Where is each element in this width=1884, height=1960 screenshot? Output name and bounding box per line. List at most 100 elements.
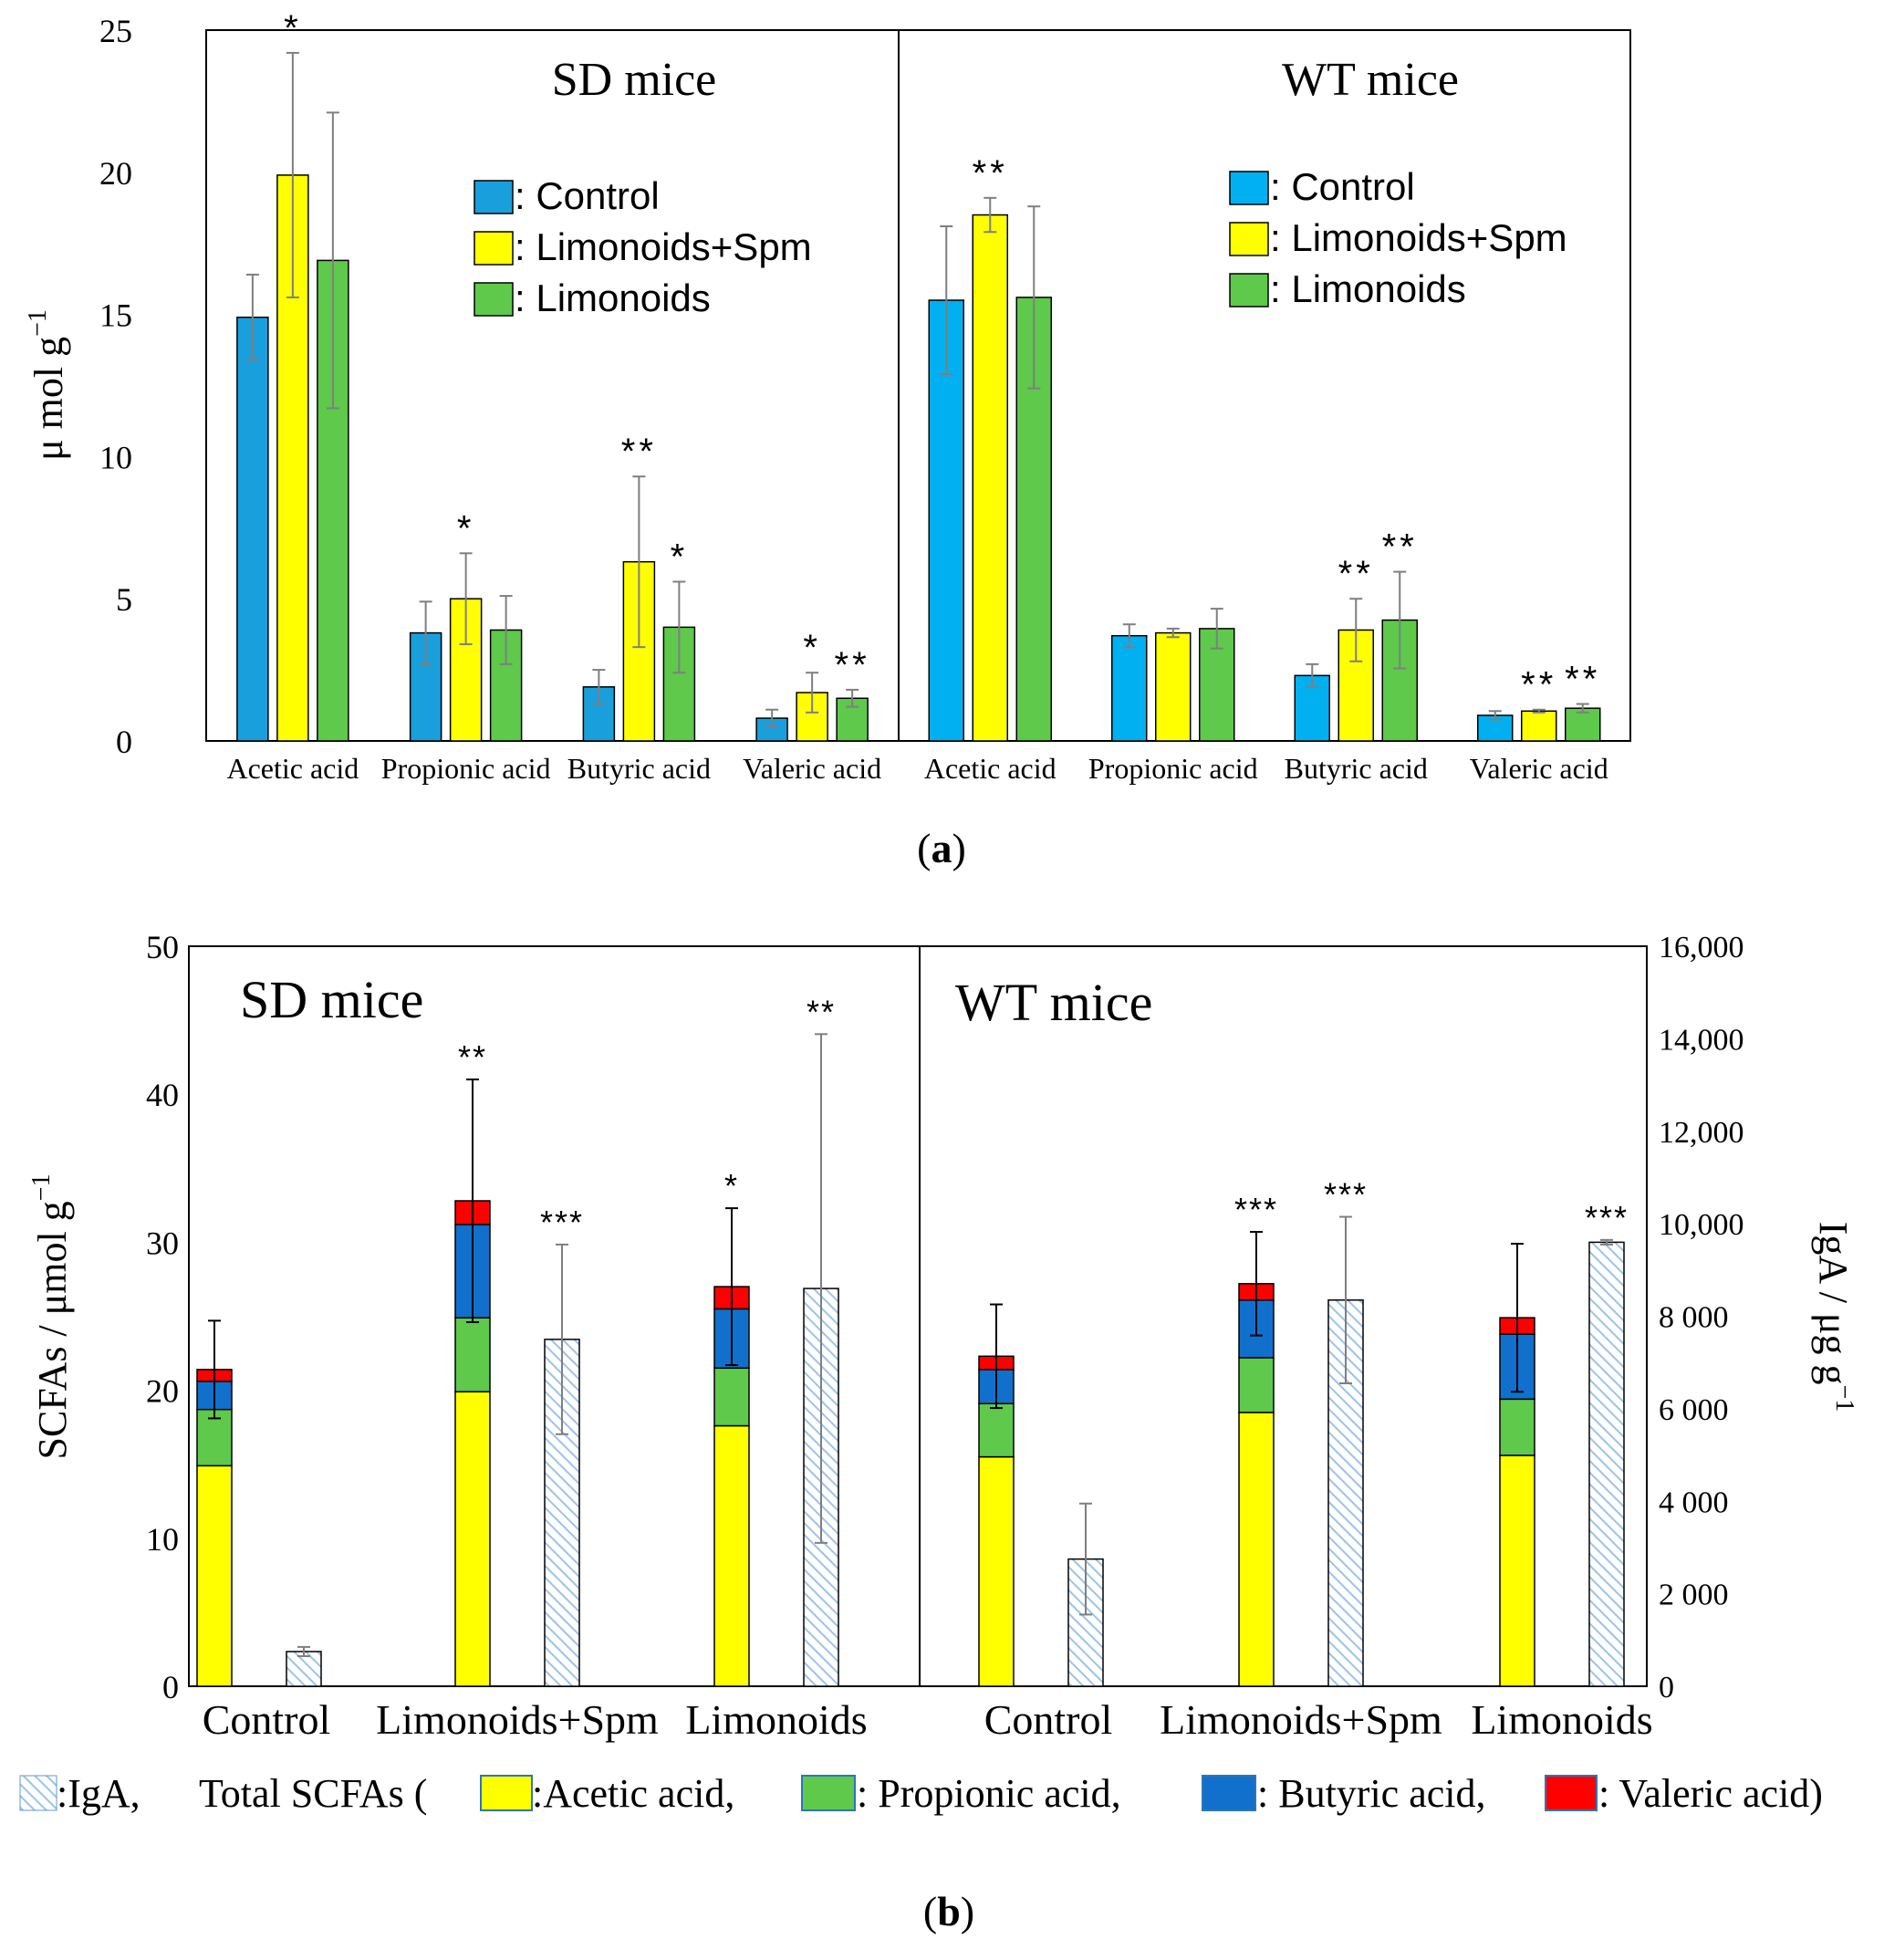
chart-a-category-label-sd: Butyric acid <box>567 752 711 785</box>
chart-b-stack-segment-propionic-wt <box>978 1402 1015 1458</box>
chart-a-significance-label: * <box>803 628 821 668</box>
chart-a-legend-swatch <box>1229 222 1269 256</box>
chart-b-category-label-sd: Limonoids+Spm <box>376 1696 659 1743</box>
chart-b-scfa-error-bar <box>1250 1231 1263 1337</box>
chart-a-legend-sd: : Control: Limonoids+Spm: Limonoids <box>474 174 812 319</box>
chart-a-y-tick-label: 10 <box>99 439 132 475</box>
svg-text:SCFAs / μmol g−1: SCFAs / μmol g−1 <box>27 1174 75 1460</box>
chart-a: SD mice WT mice μ mol g−1 0 5 10 15 20 25 Ace… <box>24 8 1631 871</box>
chart-a-legend-swatch <box>474 231 514 266</box>
chart-b-iga-error-bar <box>556 1243 568 1435</box>
chart-b-stack-segment-propionic-sd <box>713 1367 750 1427</box>
chart-b-scfa-error-bar <box>466 1078 479 1323</box>
chart-b-iga-error-bar <box>1600 1238 1613 1246</box>
chart-a-error-bar <box>765 708 779 728</box>
chart-b-y2-axis-label-exponent: −1 <box>1830 1385 1858 1413</box>
chart-a-y-tick-label: 25 <box>99 13 132 49</box>
chart-a-significance-label: ** <box>1382 527 1418 568</box>
chart-b-y2-tick-label: 14,000 <box>1659 1023 1744 1057</box>
chart-a-error-bar <box>1306 662 1319 688</box>
chart-b-iga-significance-label: *** <box>540 1204 584 1241</box>
chart-b-stack-segment-acetic-wt <box>1238 1412 1275 1687</box>
chart-b-y-tick-label: 0 <box>162 1669 179 1705</box>
chart-b-y-axis-label-exponent: −1 <box>27 1174 56 1202</box>
chart-a-error-bar <box>499 595 513 665</box>
chart-b: SD mice WT mice SCFAs / μmol g−1 IgA / μ… <box>19 929 1858 1934</box>
chart-a-legend-label: : Limonoids+Spm <box>1270 216 1567 259</box>
chart-a-error-bar <box>286 51 299 298</box>
chart-b-category-label-sd: Control <box>203 1696 331 1743</box>
chart-b-y-tick-label: 10 <box>146 1521 179 1558</box>
chart-a-error-bar <box>1210 608 1223 650</box>
chart-b-category-label-sd: Limonoids <box>685 1696 867 1743</box>
chart-b-stack-segment-acetic-wt <box>978 1455 1015 1687</box>
chart-a-error-bar <box>1122 623 1136 649</box>
legend-label-iga: :IgA, <box>57 1771 141 1816</box>
chart-b-iga-bar-wt <box>1588 1241 1625 1687</box>
legend-label-valeric: : Valeric acid) <box>1598 1771 1823 1816</box>
chart-a-category-label-sd: Acetic acid <box>226 752 359 785</box>
chart-a-error-bar <box>419 600 432 665</box>
chart-a-error-bar <box>984 196 997 234</box>
chart-a-y-tick-label: 5 <box>116 581 132 618</box>
chart-a-legend-label: : Control <box>1270 165 1415 208</box>
chart-a-bar-wt-limonoids <box>1565 707 1601 742</box>
chart-b-panel-title-sd: SD mice <box>240 970 423 1029</box>
chart-b-stack-segment-acetic-sd <box>196 1465 233 1687</box>
chart-a-error-bar <box>1349 598 1363 662</box>
chart-b-iga-error-bar <box>297 1645 310 1658</box>
chart-b-scfa-error-bar <box>725 1207 738 1367</box>
chart-b-scfa-significance-label: *** <box>1234 1191 1278 1228</box>
chart-a-significance-label: ** <box>835 645 870 685</box>
chart-a-bar-wt-limonoids-spm <box>1155 631 1192 742</box>
chart-b-category-label-wt: Limonoids+Spm <box>1160 1696 1442 1743</box>
chart-b-iga-significance-label: ** <box>807 993 836 1030</box>
chart-b-iga-error-bar <box>1079 1502 1092 1616</box>
chart-a-significance-label: ** <box>973 153 1008 193</box>
legend-label-propionic: : Propionic acid, <box>857 1771 1121 1816</box>
chart-a-panel-title-sd: SD mice <box>552 54 717 106</box>
chart-b-category-label-wt: Control <box>984 1696 1113 1743</box>
chart-a-error-bar <box>326 111 339 410</box>
chart-b-y2-tick-label: 8 000 <box>1659 1301 1729 1335</box>
chart-b-y-tick-label: 50 <box>146 929 179 965</box>
chart-b-scfa-error-bar <box>990 1303 1003 1410</box>
chart-b-y-axis-label-text: SCFAs / μmol g <box>30 1201 75 1459</box>
chart-a-error-bar <box>1576 703 1589 714</box>
chart-a-legend-wt: : Control: Limonoids+Spm: Limonoids <box>1229 165 1567 310</box>
chart-a-category-label-wt: Propionic acid <box>1088 752 1258 785</box>
chart-a-legend-swatch <box>474 180 514 214</box>
chart-a-error-bar <box>1166 627 1180 639</box>
chart-a-y-axis-label-text: μ mol g <box>26 337 71 461</box>
chart-a-significance-label: ** <box>621 432 657 472</box>
chart-a-y-axis-label-exponent: −1 <box>24 309 52 337</box>
chart-a-category-label-sd: Propionic acid <box>381 752 551 785</box>
chart-b-iga-significance-label: *** <box>1324 1176 1368 1214</box>
chart-a-legend-label: : Limonoids+Spm <box>515 225 812 268</box>
legend-label-butyric: : Butyric acid, <box>1257 1771 1486 1816</box>
chart-a-bar-wt-control <box>1111 634 1148 742</box>
chart-b-y2-tick-label: 16,000 <box>1659 931 1744 964</box>
chart-a-error-bar <box>672 580 686 674</box>
legend-swatch-valeric <box>1545 1775 1598 1811</box>
chart-a-error-bar <box>245 273 259 361</box>
chart-b-y-tick-label: 40 <box>146 1077 179 1113</box>
chart-b-y-tick-label: 20 <box>146 1373 179 1410</box>
chart-b-category-label-wt: Limonoids <box>1471 1696 1652 1743</box>
chart-a-y-axis-label: μ mol g−1 <box>24 309 71 461</box>
chart-b-iga-bar-sd <box>286 1651 322 1687</box>
chart-a-error-bar <box>1488 710 1502 721</box>
chart-a-error-bar <box>632 475 646 649</box>
chart-b-y-axis-label: SCFAs / μmol g−1 <box>27 1174 75 1460</box>
chart-b-scfa-error-bar <box>208 1319 221 1420</box>
chart-b-iga-error-bar <box>815 1033 828 1544</box>
chart-a-category-label-sd: Valeric acid <box>743 752 881 785</box>
chart-a-error-bar <box>846 688 859 708</box>
chart-a-error-bar <box>1027 205 1041 390</box>
chart-a-legend-swatch <box>1229 273 1269 308</box>
chart-a-frame-sd <box>205 29 900 742</box>
chart-b-stack-segment-propionic-wt <box>1499 1398 1535 1456</box>
chart-a-y-tick-label: 15 <box>99 297 132 334</box>
legend-swatch-propionic <box>801 1775 856 1811</box>
